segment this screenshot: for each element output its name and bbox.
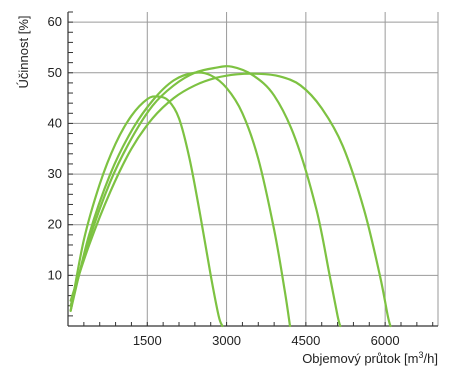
y-tick-label: 40	[48, 115, 62, 130]
label-layer: Objemový průtok [m3/h] Účinnost [%] 10 20…	[16, 14, 438, 366]
axis-layer	[67, 11, 438, 327]
efficiency-curve-4	[69, 72, 392, 328]
grid-layer	[68, 12, 439, 326]
series-layer	[69, 65, 392, 328]
x-axis-title-main: Objemový průtok [m	[302, 351, 418, 366]
x-tick-label: 3000	[212, 333, 241, 348]
efficiency-curve-1	[69, 95, 224, 328]
x-axis-title: Objemový průtok [m3/h]	[302, 350, 438, 366]
y-tick-label: 10	[48, 267, 62, 282]
y-tick-label: 30	[48, 166, 62, 181]
y-axis-title: Účinnost [%]	[16, 16, 31, 89]
y-tick-label: 60	[48, 14, 62, 29]
efficiency-curve-3	[69, 65, 342, 328]
efficiency-curve-2	[69, 71, 292, 328]
x-tick-label: 1500	[133, 333, 162, 348]
x-tick-label: 4500	[291, 333, 320, 348]
x-axis-title-tail: /h]	[424, 351, 438, 366]
x-tick-label: 6000	[371, 333, 400, 348]
y-tick-label: 50	[48, 65, 62, 80]
y-tick-label: 20	[48, 217, 62, 232]
x-axis-title-sup: 3	[419, 350, 424, 360]
